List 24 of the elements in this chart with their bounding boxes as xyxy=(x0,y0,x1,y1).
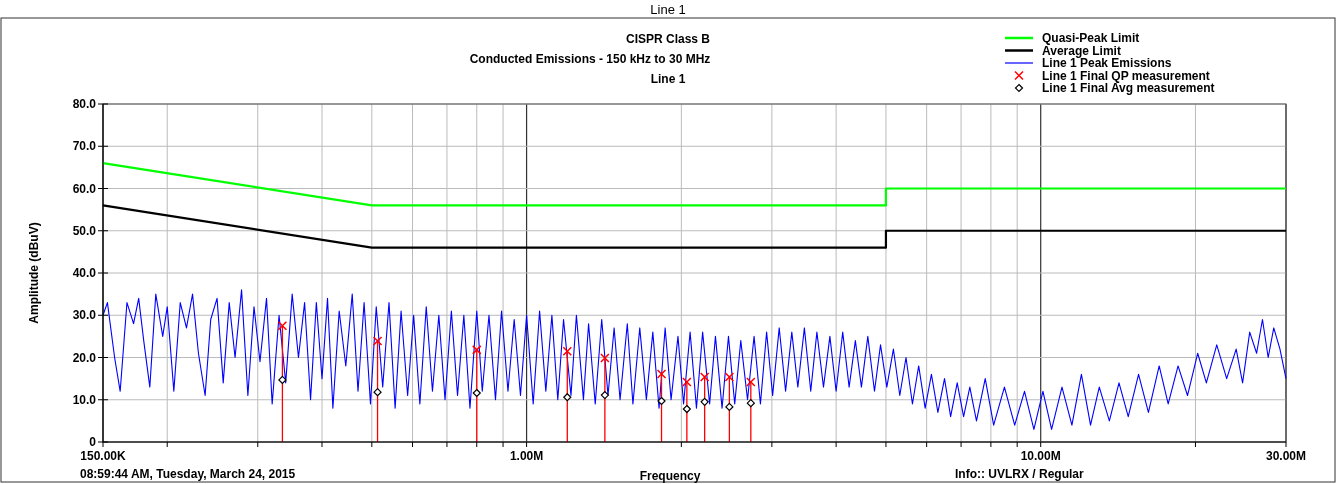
legend-label: Quasi-Peak Limit xyxy=(1042,31,1140,45)
y-tick-label: 40.0 xyxy=(72,266,97,280)
x-tick-label: 150.00K xyxy=(80,449,127,463)
y-axis-title: Amplitude (dBuV) xyxy=(27,222,41,324)
text: Line 1 xyxy=(650,72,686,86)
y-tick-label: 70.0 xyxy=(72,139,97,154)
y-tick-label: 80.0 xyxy=(72,97,97,111)
y-tick-label: 30.0 xyxy=(72,308,97,323)
text: Conducted Emissions - 150 kHz to 30 MHz xyxy=(469,52,711,66)
y-tick-label: 20.0 xyxy=(72,350,97,365)
y-tick-label: 60.0 xyxy=(72,181,97,196)
text: Info:: UVLRX / Regular xyxy=(955,467,1084,481)
x-tick-label: 10.00M xyxy=(1020,449,1061,463)
chart-title: Line 1 xyxy=(650,2,686,17)
x-axis-title: Frequency xyxy=(639,469,701,483)
y-tick-label: 0 xyxy=(89,435,97,449)
x-tick-label: 30.00M xyxy=(1265,449,1307,463)
chart-subtitle: CISPR Class B xyxy=(625,32,711,46)
legend-label: Line 1 Final Avg measurement xyxy=(1042,81,1215,95)
legend-label: Line 1 Final QP measurement xyxy=(1042,68,1210,83)
y-tick-label: 10.0 xyxy=(72,392,97,407)
y-tick-label: 50.0 xyxy=(72,223,97,238)
x-tick-label: 1.00M xyxy=(509,449,544,463)
text: 08:59:44 AM, Tuesday, March 24, 2015 xyxy=(80,467,296,481)
